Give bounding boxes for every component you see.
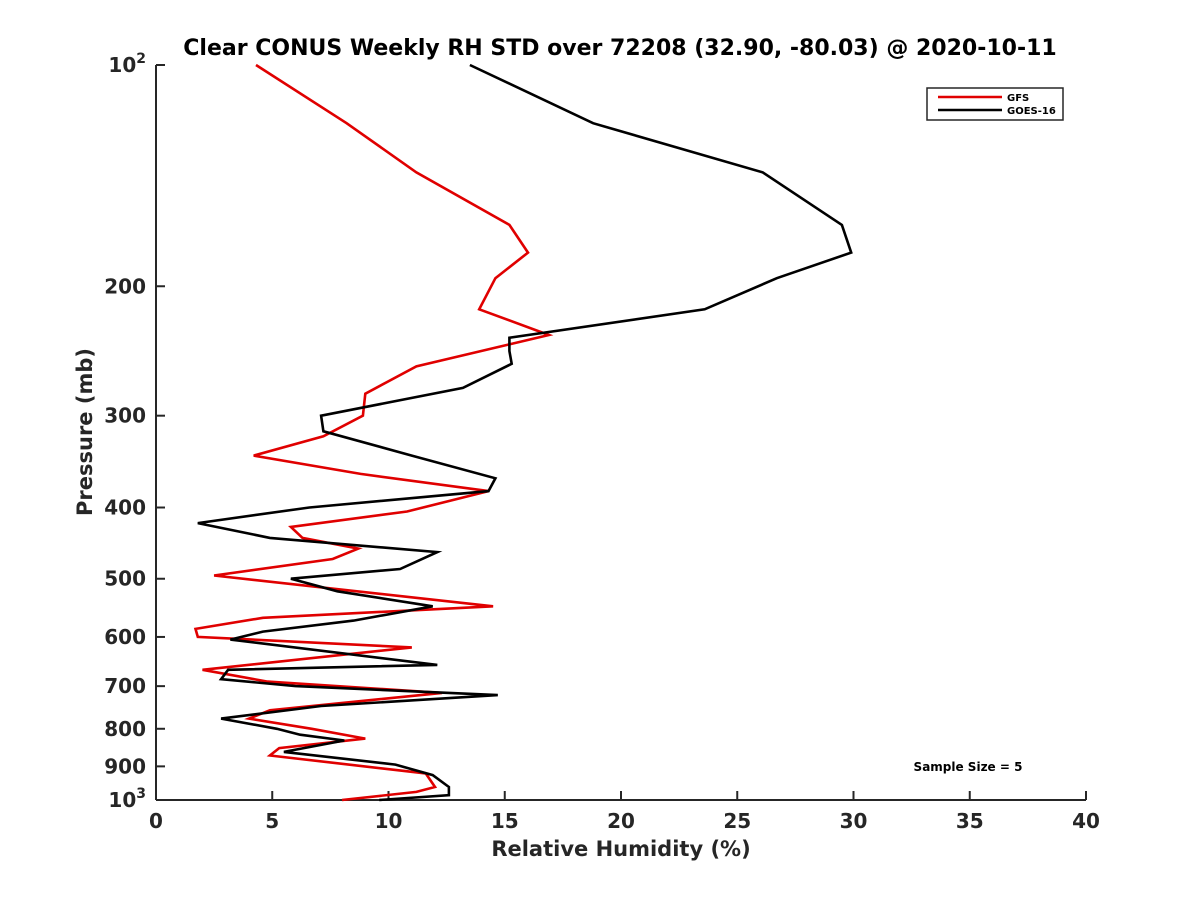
legend-box <box>926 87 1064 121</box>
y-tick-label: 102 <box>108 51 146 77</box>
plot-axes <box>155 65 1086 801</box>
x-tick-label: 10 <box>375 809 403 833</box>
x-tick-label: 0 <box>149 809 163 833</box>
series-line-gfs <box>193 63 554 802</box>
y-tick-label: 700 <box>104 674 146 698</box>
x-tick-label: 40 <box>1072 809 1100 833</box>
legend-label-goes16: GOES-16 <box>1007 106 1056 117</box>
legend-label-gfs: GFS <box>1007 93 1029 104</box>
x-tick-label: 25 <box>723 809 751 833</box>
x-axis-title: Relative Humidity (%) <box>491 837 750 861</box>
x-axis-ticks: 0 5 10 15 20 25 30 35 40 <box>149 791 1100 833</box>
x-tick-label: 35 <box>956 809 984 833</box>
y-tick-label: 500 <box>104 567 146 591</box>
y-tick-label: 200 <box>104 274 146 298</box>
y-tick-label: 900 <box>104 754 146 778</box>
legend: GFS GOES-16 <box>926 87 1064 121</box>
x-tick-label: 30 <box>840 809 868 833</box>
x-tick-label: 15 <box>491 809 519 833</box>
y-tick-label: 400 <box>104 496 146 520</box>
x-tick-label: 20 <box>607 809 635 833</box>
y-axis-ticks: 102 200 300 400 500 600 700 800 900 103 <box>104 51 165 812</box>
x-tick-label: 5 <box>265 809 279 833</box>
y-tick-label: 300 <box>104 404 146 428</box>
y-tick-label: 600 <box>104 625 146 649</box>
chart-title: Clear CONUS Weekly RH STD over 72208 (32… <box>183 36 1056 61</box>
series-lines <box>193 63 853 802</box>
series-line-goes16 <box>197 63 853 802</box>
sample-size-annotation: Sample Size = 5 <box>914 760 1023 774</box>
y-axis-title: Pressure (mb) <box>73 348 97 516</box>
y-tick-label: 103 <box>108 786 146 812</box>
y-tick-label: 800 <box>104 717 146 741</box>
